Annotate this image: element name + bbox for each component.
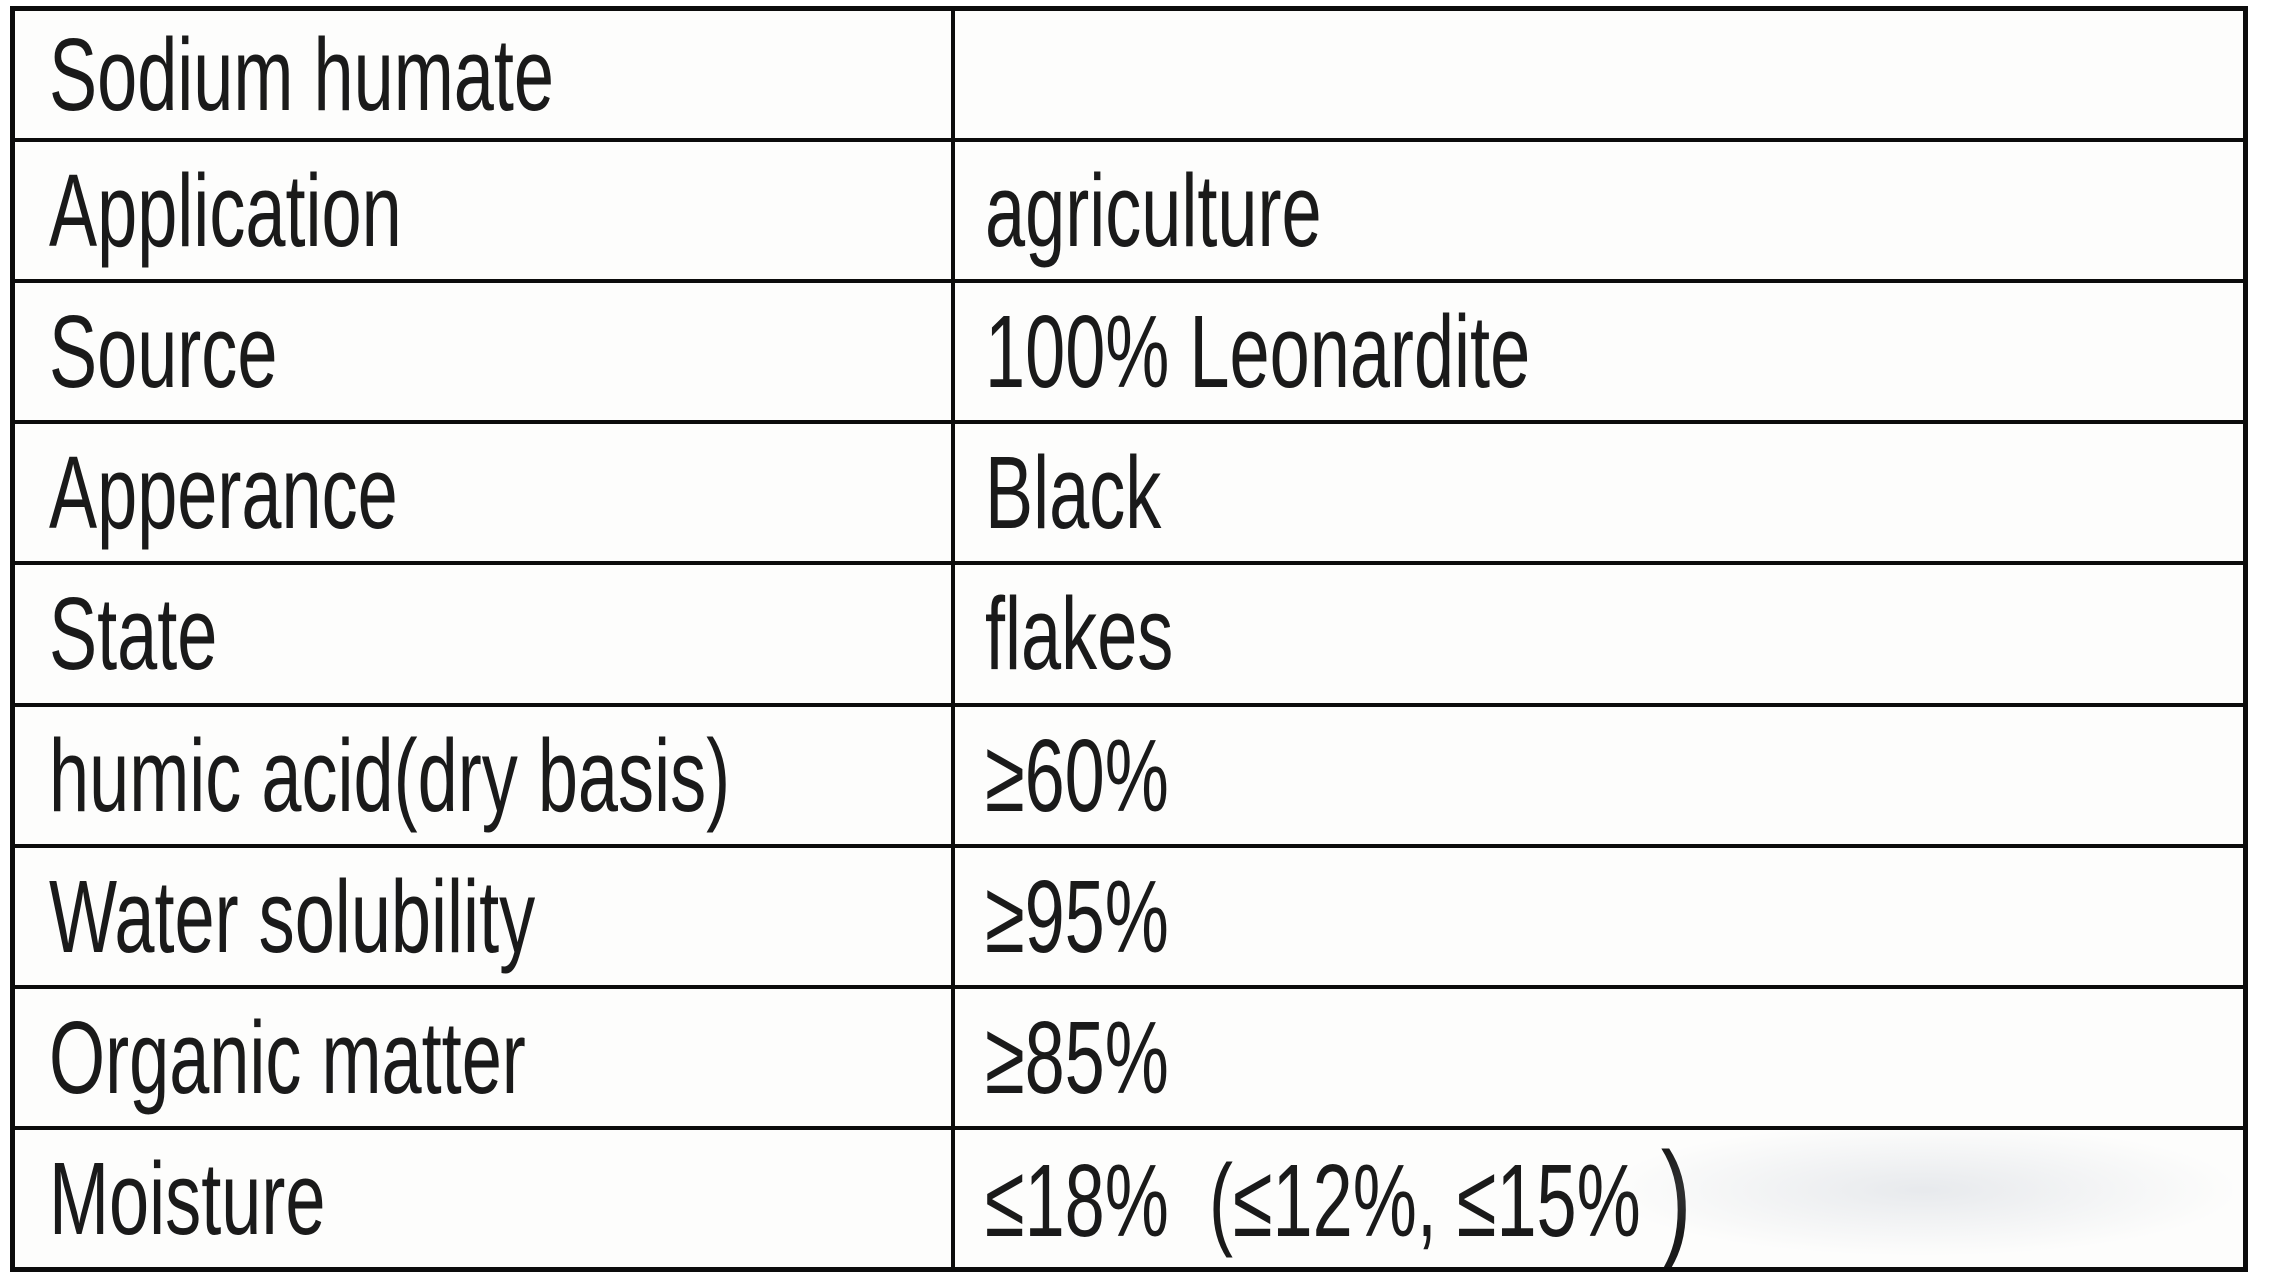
spec-row-label-cell: Water solubility <box>15 847 956 985</box>
moisture-value-text: ≤18% (≤12%, ≤15% <box>985 1142 1662 1258</box>
scan-shading-artifact <box>1613 1129 2233 1255</box>
table-row: Application agriculture <box>15 138 2243 280</box>
spec-label-text: Application <box>49 153 402 269</box>
spec-value-text: agriculture <box>985 153 1322 269</box>
table-row: Sodium humate <box>15 11 2243 138</box>
spec-row-value-cell: 100% Leonardite <box>955 283 2243 420</box>
table-row: humic acid(dry basis) ≥60% <box>15 702 2243 844</box>
spec-value-text: flakes <box>985 576 1174 692</box>
spec-label-text: Moisture <box>49 1140 326 1256</box>
spec-row-value-cell: agriculture <box>955 142 2243 279</box>
spec-label-text: Water solubility <box>49 858 536 974</box>
spec-label-text: Apperance <box>49 435 398 551</box>
table-row: Organic matter ≥85% <box>15 984 2243 1126</box>
spec-row-label-cell: Moisture <box>15 1129 956 1267</box>
spec-row-label-cell: State <box>15 565 956 703</box>
spec-row-value-cell: Black <box>955 424 2243 561</box>
table-row: State flakes <box>15 561 2243 703</box>
spec-row-label-cell: Source <box>15 283 956 421</box>
spec-row-value-cell <box>955 11 2243 138</box>
spec-row-value-cell: flakes <box>955 565 2243 702</box>
spec-value-text: Black <box>985 435 1162 551</box>
spec-row-value-cell: ≥85% <box>955 989 2243 1126</box>
table-row: Apperance Black <box>15 420 2243 562</box>
spec-row-label-cell: Organic matter <box>15 988 956 1126</box>
spec-value-text: ≥60% <box>985 717 1170 833</box>
table-row: Water solubility ≥95% <box>15 843 2243 985</box>
moisture-closing-paren: ) <box>1661 1129 1692 1267</box>
spec-value-text: ≤18% (≤12%, ≤15% ) <box>985 1129 1692 1267</box>
spec-value-text: ≥95% <box>985 858 1170 974</box>
table-row: Moisture ≤18% (≤12%, ≤15% ) <box>15 1125 2243 1267</box>
spec-value-text: ≥85% <box>985 999 1170 1115</box>
spec-label-text: State <box>49 576 218 692</box>
spec-row-label-cell: humic acid(dry basis) <box>15 706 956 844</box>
spec-row-label-cell: Apperance <box>15 424 956 562</box>
spec-label-text: Organic matter <box>49 999 526 1115</box>
spec-row-value-cell: ≥95% <box>955 848 2243 985</box>
spec-row-label-cell: Sodium humate <box>15 11 956 138</box>
product-spec-table: Sodium humate Application agriculture So… <box>10 6 2248 1272</box>
spec-row-value-cell: ≥60% <box>955 707 2243 844</box>
spec-label-text: Source <box>49 294 278 410</box>
spec-row-label-cell: Application <box>15 142 956 280</box>
spec-label-text: humic acid(dry basis) <box>49 717 731 833</box>
table-row: Source 100% Leonardite <box>15 279 2243 421</box>
spec-value-text: 100% Leonardite <box>985 294 1531 410</box>
spec-label-text: Sodium humate <box>49 17 554 132</box>
spec-row-value-cell: ≤18% (≤12%, ≤15% ) <box>955 1129 2243 1267</box>
